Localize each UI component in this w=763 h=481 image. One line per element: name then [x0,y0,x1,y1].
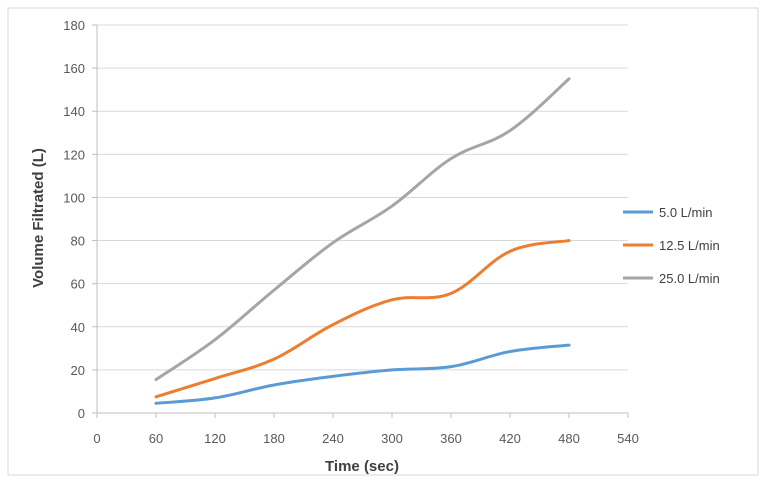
series-line-2 [154,239,571,399]
x-tick-label: 480 [558,431,580,446]
legend-label-1: 5.0 L/min [659,205,712,220]
y-tick-label: 100 [63,190,85,205]
x-tick-label: 540 [617,431,639,446]
x-tick-label: 60 [149,431,163,446]
axes: 0 20 40 60 80 100 120 140 160 180 0 60 120 180 240 300 3… [63,18,639,446]
y-tick-label: 20 [71,363,85,378]
y-tick-label: 0 [78,406,85,421]
y-tick-label: 160 [63,61,85,76]
y-tick-label: 120 [63,147,85,162]
y-tick-label: 60 [71,277,85,292]
x-tick-label: 240 [322,431,344,446]
x-tick-label: 180 [263,431,285,446]
y-tick-label: 80 [71,234,85,249]
x-tick-label: 360 [440,431,462,446]
chart-frame [7,7,759,476]
x-axis-title: Time (sec) [325,458,399,475]
y-axis-title: Volume Filtrated (L) [30,148,47,288]
x-tick-label: 300 [381,431,403,446]
x-tick-label: 120 [204,431,226,446]
series-line-1 [154,343,571,405]
legend-label-3: 25.0 L/min [659,271,720,286]
series-line-3 [154,77,571,382]
gridlines [97,24,628,414]
y-tick-label: 40 [71,320,85,335]
x-tick-label: 0 [93,431,100,446]
legend-label-2: 12.5 L/min [659,238,720,253]
y-tick-label: 140 [63,104,85,119]
series-lines [154,77,571,405]
legend: 5.0 L/min 12.5 L/min 25.0 L/min [623,205,720,286]
y-tick-label: 180 [63,18,85,33]
x-tick-label: 420 [499,431,521,446]
